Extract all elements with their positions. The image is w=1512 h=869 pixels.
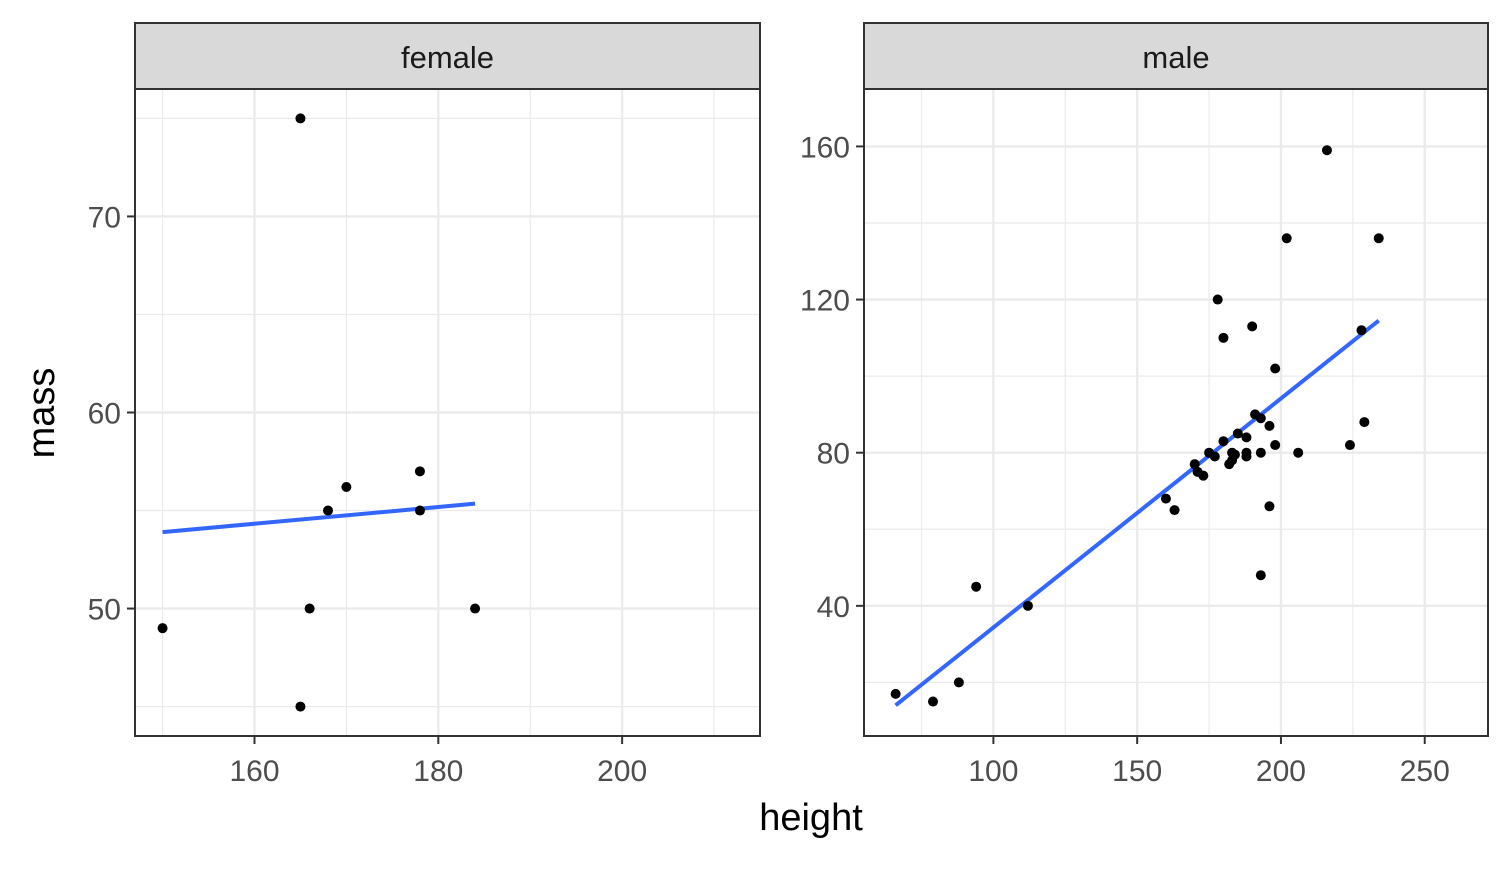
data-point	[1022, 600, 1033, 611]
strip-label-male: male	[1142, 40, 1209, 75]
data-point	[470, 603, 481, 614]
data-point	[1169, 505, 1180, 516]
data-point	[971, 581, 982, 592]
data-point	[295, 701, 306, 712]
data-point	[1264, 420, 1275, 431]
x-tick-label: 200	[597, 755, 647, 788]
y-axis-female: 50 60 70	[88, 201, 135, 627]
data-point	[1344, 440, 1355, 451]
data-point	[953, 677, 964, 688]
panel-border-male	[863, 88, 1489, 737]
grid-male	[864, 89, 1488, 736]
data-point	[1321, 145, 1332, 156]
x-axis-title: height	[759, 797, 863, 839]
points-female	[157, 113, 481, 712]
data-point	[1247, 321, 1258, 332]
y-axis-male: 40 80 120 160	[800, 131, 864, 624]
y-tick-label: 60	[88, 398, 121, 431]
data-point	[1270, 363, 1281, 374]
x-axis-male: 100 150 200 250	[968, 736, 1450, 788]
data-point	[304, 603, 315, 614]
x-tick-label: 150	[1112, 755, 1162, 788]
data-point	[1255, 570, 1266, 581]
regression-line	[894, 319, 1380, 707]
data-point	[1356, 325, 1367, 336]
y-tick-label: 50	[88, 594, 121, 627]
y-tick-label: 120	[800, 285, 850, 318]
data-point	[1189, 459, 1200, 470]
x-tick-label: 180	[413, 755, 463, 788]
data-point	[341, 482, 352, 493]
data-point	[157, 623, 168, 634]
panel-female: female 160 180 200 50 60 70	[88, 22, 761, 788]
data-point	[323, 505, 334, 516]
y-axis-title: mass	[21, 368, 63, 459]
x-tick-label: 100	[968, 755, 1018, 788]
data-point	[1209, 451, 1220, 462]
strip-male	[863, 22, 1489, 90]
x-tick-label: 250	[1400, 755, 1450, 788]
x-tick-label: 160	[229, 755, 279, 788]
data-point	[1373, 233, 1384, 244]
data-point	[1264, 501, 1275, 512]
y-tick-label: 70	[88, 201, 121, 234]
data-point	[928, 696, 939, 707]
data-point	[1241, 432, 1252, 443]
y-tick-label: 80	[817, 438, 850, 471]
data-point	[1270, 440, 1281, 451]
data-point	[1255, 447, 1266, 458]
data-point	[1212, 294, 1223, 305]
y-tick-label: 40	[817, 591, 850, 624]
y-tick-label: 160	[800, 131, 850, 164]
points-male	[890, 145, 1384, 707]
data-point	[295, 113, 306, 124]
strip-label-female: female	[401, 40, 494, 75]
x-axis-female: 160 180 200	[229, 736, 647, 788]
data-point	[1241, 451, 1252, 462]
x-tick-label: 200	[1256, 755, 1306, 788]
panel-male: male 100 150 200 250 40 80 120 160	[800, 22, 1489, 788]
data-point	[414, 505, 425, 516]
data-point	[1218, 436, 1229, 447]
fit-line-male	[894, 319, 1380, 707]
data-point	[1229, 449, 1240, 460]
data-point	[890, 688, 901, 699]
data-point	[1281, 233, 1292, 244]
data-point	[1359, 417, 1370, 428]
data-point	[1293, 447, 1304, 458]
strip-female	[134, 22, 761, 90]
grid-female	[135, 89, 760, 736]
data-point	[1255, 413, 1266, 424]
data-point	[1198, 470, 1209, 481]
data-point	[1218, 332, 1229, 343]
data-point	[1232, 428, 1243, 439]
data-point	[414, 466, 425, 477]
data-point	[1160, 493, 1171, 504]
